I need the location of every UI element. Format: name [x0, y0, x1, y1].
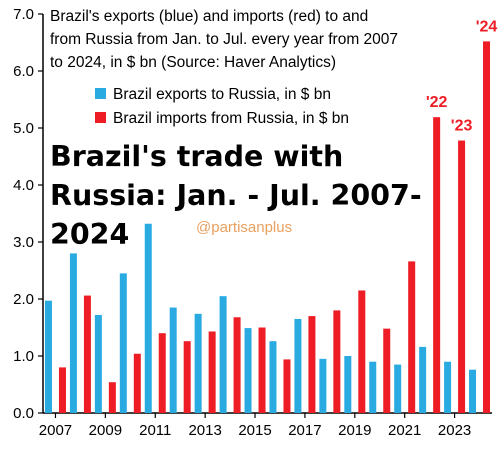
- x-tick-label: 2021: [388, 422, 421, 439]
- y-tick-label: 3.0: [13, 234, 34, 251]
- bar-exports-2023: [444, 361, 452, 413]
- bar-exports-2017: [294, 318, 302, 413]
- y-tick-label: 4.0: [13, 177, 34, 194]
- bar-exports-2022: [419, 346, 427, 413]
- annotation-label: '24: [476, 18, 498, 35]
- bar-exports-2010: [119, 273, 127, 413]
- bar-imports-2023: [458, 140, 466, 414]
- bar-imports-2022: [433, 117, 441, 414]
- chart-subtitle-line-3: to 2024, in $ bn (Source: Haver Analytic…: [50, 54, 336, 71]
- headline-line-1: Brazil's trade with: [50, 140, 343, 173]
- legend-swatch-exports: [95, 88, 106, 99]
- bar-exports-2021: [394, 364, 402, 413]
- bar-imports-2024: [483, 41, 491, 414]
- watermark: @partisanplus: [196, 219, 292, 236]
- bar-imports-2011: [158, 333, 166, 413]
- annotation-label: '23: [451, 118, 473, 135]
- bar-exports-2018: [319, 358, 327, 413]
- bar-exports-2016: [269, 341, 277, 413]
- bar-exports-2014: [219, 296, 227, 413]
- bar-imports-2008: [83, 295, 91, 413]
- legend-swatch-imports: [95, 112, 106, 123]
- bar-exports-2019: [344, 356, 352, 413]
- y-tick-label: 2.0: [13, 291, 34, 308]
- bar-imports-2009: [108, 382, 116, 413]
- bar-exports-2008: [69, 253, 77, 413]
- bar-imports-2013: [208, 331, 216, 413]
- y-tick-label: 5.0: [13, 120, 34, 137]
- y-tick-label: 1.0: [13, 348, 34, 365]
- bar-exports-2012: [169, 307, 177, 413]
- x-tick-label: 2015: [238, 422, 271, 439]
- bar-imports-2021: [408, 261, 416, 413]
- bar-exports-2011: [144, 223, 152, 413]
- bar-exports-2013: [194, 313, 202, 413]
- bar-exports-2009: [94, 314, 102, 413]
- y-tick-label: 0.0: [13, 405, 34, 422]
- year-annotations: '22'23 '24: [426, 18, 498, 134]
- x-tick-label: 2007: [39, 422, 72, 439]
- chart-subtitle-line-2: from Russia from Jan. to Jul. every year…: [50, 31, 398, 48]
- y-tick-label: 7.0: [13, 6, 34, 23]
- bars: [44, 41, 491, 414]
- legend-label-exports: Brazil exports to Russia, in $ bn: [113, 86, 331, 103]
- bar-imports-2016: [283, 359, 291, 413]
- x-ticks: 2007 2009 2011 2013 2015 2017 2019 2021 2023: [39, 413, 471, 439]
- bar-exports-2015: [244, 328, 252, 413]
- x-tick-label: 2013: [188, 422, 221, 439]
- bar-exports-2020: [369, 361, 377, 413]
- chart-subtitle-line-1: Brazil's exports (blue) and imports (red…: [50, 8, 368, 25]
- x-tick-label: 2011: [139, 422, 171, 439]
- headline-line-2: Russia: Jan. - Jul. 2007-: [50, 179, 422, 212]
- bar-imports-2007: [58, 367, 66, 413]
- bar-imports-2014: [233, 317, 241, 413]
- legend-label-imports: Brazil imports from Russia, in $ bn: [113, 110, 349, 127]
- bar-imports-2010: [133, 353, 141, 413]
- annotation-label: '22: [426, 94, 448, 111]
- bar-exports-2007: [44, 300, 52, 413]
- x-tick-label: 2009: [89, 422, 122, 439]
- legend: Brazil exports to Russia, in $ bn Brazil…: [95, 86, 349, 127]
- y-tick-label: 6.0: [13, 63, 34, 80]
- bar-imports-2017: [308, 316, 316, 413]
- headline-line-3: 2024: [50, 218, 129, 251]
- x-tick-label: 2019: [338, 422, 371, 439]
- x-tick-label: 2017: [288, 422, 321, 439]
- bar-imports-2012: [183, 341, 191, 413]
- bar-imports-2020: [383, 328, 391, 413]
- bar-imports-2019: [358, 290, 366, 413]
- bar-imports-2018: [333, 310, 341, 413]
- bar-exports-2024: [469, 369, 477, 413]
- x-tick-label: 2023: [438, 422, 471, 439]
- bar-imports-2015: [258, 327, 266, 413]
- y-ticks: 0.0 1.0 2.0 3.0 4.0 5.0 6.0 7.0: [13, 6, 43, 422]
